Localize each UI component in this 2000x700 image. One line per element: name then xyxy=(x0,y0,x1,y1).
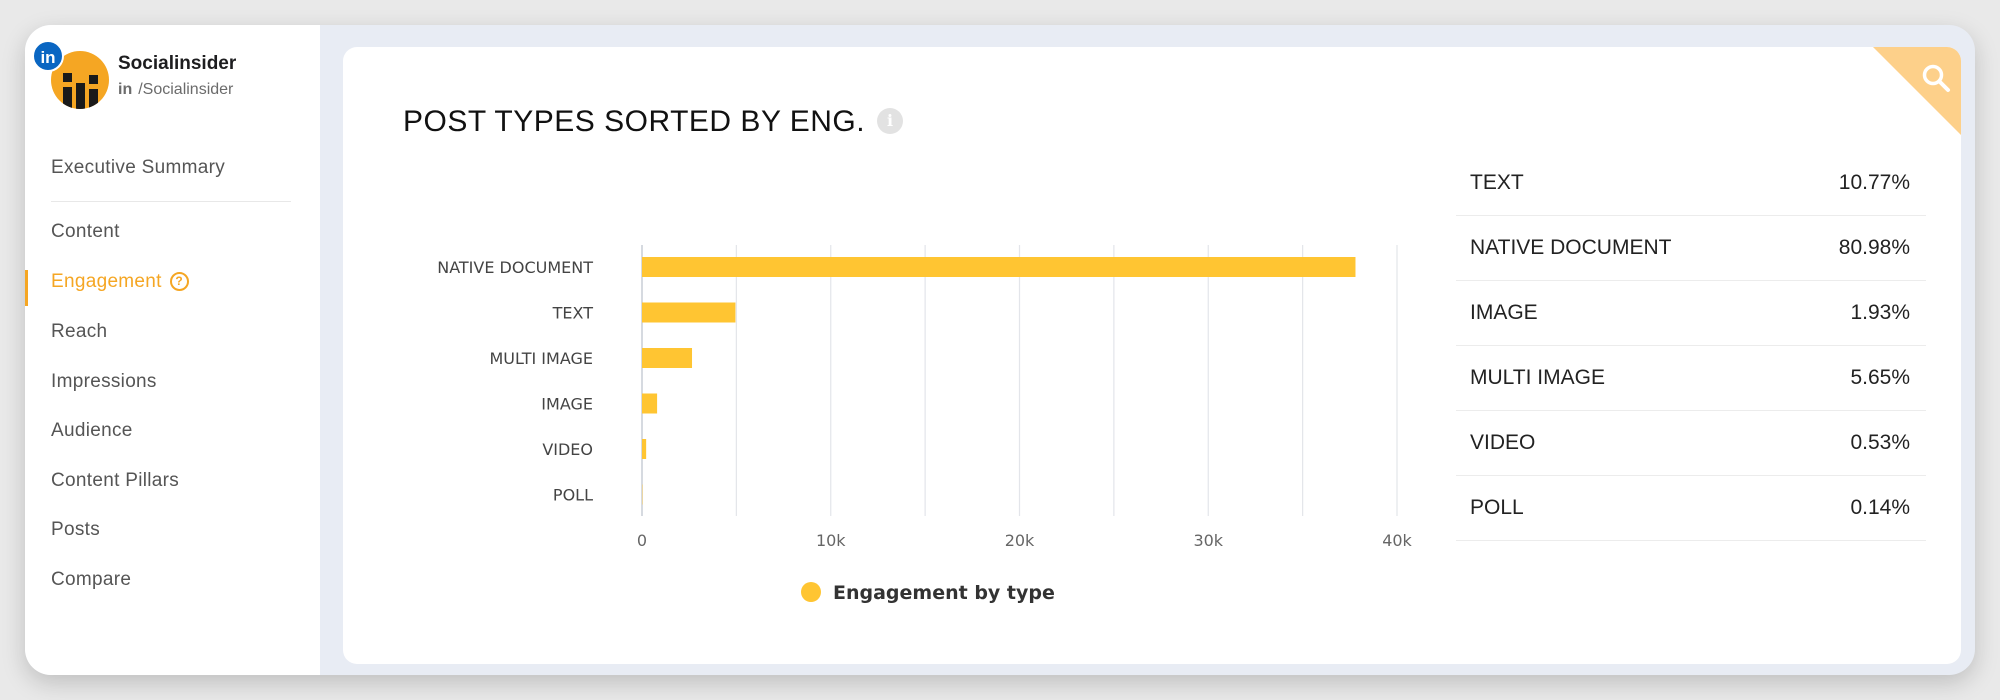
stat-row: NATIVE DOCUMENT 80.98% xyxy=(1456,216,1926,281)
bar[interactable] xyxy=(642,302,736,323)
help-icon[interactable]: ? xyxy=(169,272,189,291)
nav-item-compare[interactable]: Compare xyxy=(51,569,132,590)
page-title: POST TYPES SORTED BY ENG. xyxy=(403,105,866,138)
bar[interactable] xyxy=(642,348,693,368)
stat-value: 0.14% xyxy=(1850,496,1910,519)
info-icon[interactable]: i xyxy=(877,108,903,134)
stat-row: IMAGE 1.93% xyxy=(1456,281,1926,346)
category-label: IMAGE xyxy=(541,395,593,414)
stat-value: 5.65% xyxy=(1850,366,1910,389)
bar[interactable] xyxy=(642,257,1356,277)
nav-item-posts[interactable]: Posts xyxy=(51,519,101,540)
linkedin-badge-icon: in xyxy=(32,40,64,72)
category-label: TEXT xyxy=(552,304,594,323)
stat-row: TEXT 10.77% xyxy=(1456,151,1926,216)
nav-item-content-pillars[interactable]: Content Pillars xyxy=(51,470,180,491)
stat-value: 1.93% xyxy=(1850,301,1910,324)
stat-value: 0.53% xyxy=(1850,431,1910,454)
brand-header[interactable]: in Socialinsider in/Socialinsider xyxy=(25,25,320,125)
bar[interactable] xyxy=(642,439,647,459)
stat-label: MULTI IMAGE xyxy=(1470,366,1605,389)
chart-legend[interactable]: Engagement by type xyxy=(801,582,1055,604)
nav-item-executive-summary[interactable]: Executive Summary xyxy=(51,157,226,178)
stat-value: 10.77% xyxy=(1838,171,1910,194)
stat-row: MULTI IMAGE 5.65% xyxy=(1456,346,1926,411)
app-window: in Socialinsider in/Socialinsider Execut… xyxy=(25,25,1975,675)
brand-handle: in/Socialinsider xyxy=(118,81,233,99)
category-label: MULTI IMAGE xyxy=(490,349,594,368)
brand-name: Socialinsider xyxy=(118,53,237,74)
engagement-bar-chart: NATIVE DOCUMENT TEXT MULTI IMAGE IMAGE VIDEO… xyxy=(437,245,1413,604)
legend-marker xyxy=(801,582,821,602)
x-tick-label: 30k xyxy=(1193,531,1223,550)
stat-label: NATIVE DOCUMENT xyxy=(1470,236,1672,259)
stat-value: 80.98% xyxy=(1838,236,1910,259)
category-label: VIDEO xyxy=(542,440,593,459)
main-panel: POST TYPES SORTED BY ENG. i NATIVE DOCUM… xyxy=(343,47,1961,664)
stat-label: TEXT xyxy=(1470,171,1524,194)
brand-handle-text: /Socialinsider xyxy=(138,81,234,98)
stat-label: IMAGE xyxy=(1470,301,1538,324)
search-icon[interactable] xyxy=(1921,63,1951,93)
category-label: POLL xyxy=(553,486,593,505)
nav-item-engagement-label: Engagement xyxy=(51,271,162,292)
nav-item-engagement[interactable]: Engagement? xyxy=(51,271,189,293)
active-indicator xyxy=(25,270,28,306)
stat-label: VIDEO xyxy=(1470,431,1536,454)
nav-item-impressions[interactable]: Impressions xyxy=(51,371,157,392)
nav-item-content[interactable]: Content xyxy=(51,221,120,242)
x-tick-label: 10k xyxy=(816,531,846,550)
x-tick-label: 20k xyxy=(1005,531,1035,550)
chart-tick-labels: 0 10k 20k 30k 40k xyxy=(637,531,1413,550)
category-label: NATIVE DOCUMENT xyxy=(437,258,593,277)
sidebar: in Socialinsider in/Socialinsider Execut… xyxy=(25,25,320,675)
x-tick-label: 40k xyxy=(1382,531,1412,550)
chart-bars xyxy=(642,257,1356,505)
stat-label: POLL xyxy=(1470,496,1524,519)
stat-row: VIDEO 0.53% xyxy=(1456,411,1926,476)
bar[interactable] xyxy=(642,393,658,414)
x-tick-label: 0 xyxy=(637,531,647,550)
stat-row: POLL 0.14% xyxy=(1456,476,1926,541)
stats-table: TEXT 10.77% NATIVE DOCUMENT 80.98% IMAGE… xyxy=(1456,151,1926,541)
linkedin-mini-icon: in xyxy=(118,81,133,98)
chart-category-labels: NATIVE DOCUMENT TEXT MULTI IMAGE IMAGE VIDEO… xyxy=(437,258,593,505)
nav-item-audience[interactable]: Audience xyxy=(51,420,133,441)
nav-divider xyxy=(51,201,291,202)
legend-label: Engagement by type xyxy=(833,582,1055,604)
nav-item-reach[interactable]: Reach xyxy=(51,321,108,342)
chart-grid xyxy=(641,245,1398,516)
socialinsider-logo-icon xyxy=(63,73,98,109)
